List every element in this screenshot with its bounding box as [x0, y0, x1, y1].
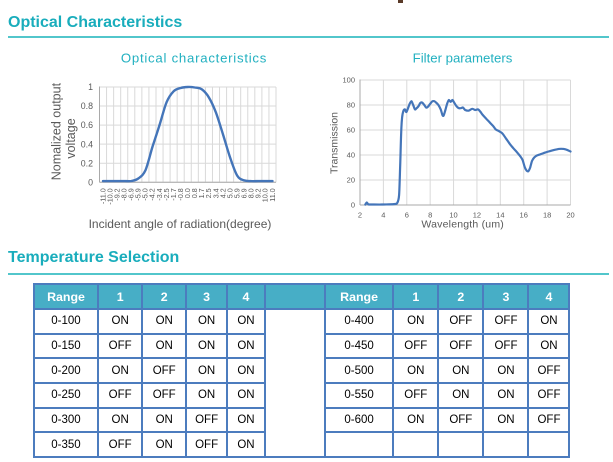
svg-text:1: 1: [88, 82, 93, 92]
svg-text:2.5: 2.5: [204, 188, 213, 198]
svg-text:40: 40: [347, 151, 355, 160]
svg-text:-5.9: -5.9: [134, 188, 143, 200]
svg-text:-10.0: -10.0: [105, 188, 114, 204]
svg-text:8.0: 8.0: [247, 188, 256, 198]
svg-text:0.4: 0.4: [81, 139, 93, 149]
svg-text:0: 0: [88, 177, 93, 187]
svg-text:12: 12: [473, 211, 481, 220]
svg-text:-9.2: -9.2: [112, 188, 121, 200]
svg-text:0.8: 0.8: [81, 101, 93, 111]
svg-text:11.0: 11.0: [268, 188, 277, 201]
svg-text:14: 14: [496, 211, 504, 220]
svg-text:-5.0: -5.0: [141, 188, 150, 200]
svg-text:Incident angle of radiation(de: Incident angle of radiation(degree): [89, 217, 272, 231]
svg-text:8: 8: [428, 211, 432, 220]
svg-text:9.2: 9.2: [254, 188, 263, 198]
svg-text:0.2: 0.2: [81, 158, 93, 168]
svg-text:6.9: 6.9: [240, 188, 249, 198]
svg-text:5.0: 5.0: [225, 188, 234, 198]
svg-text:0: 0: [351, 201, 355, 210]
svg-text:Transmission: Transmission: [329, 112, 341, 174]
svg-text:20: 20: [566, 211, 574, 220]
svg-text:0.0: 0.0: [183, 188, 192, 198]
svg-text:18: 18: [543, 211, 551, 220]
svg-text:-3.4: -3.4: [155, 188, 164, 200]
svg-text:Nomalized output: Nomalized output: [50, 82, 64, 180]
svg-text:Wavelength (um): Wavelength (um): [421, 218, 504, 230]
svg-text:5.9: 5.9: [232, 188, 241, 198]
svg-text:Filter parameters: Filter parameters: [413, 51, 513, 66]
svg-text:3.4: 3.4: [211, 188, 220, 198]
svg-text:10.0: 10.0: [261, 188, 270, 202]
svg-text:voltage: voltage: [64, 118, 78, 158]
svg-text:2: 2: [358, 211, 362, 220]
svg-text:16: 16: [520, 211, 528, 220]
svg-text:-1.7: -1.7: [169, 188, 178, 200]
svg-text:10: 10: [449, 211, 457, 220]
svg-text:0.6: 0.6: [81, 120, 93, 130]
svg-text:Optical characteristics: Optical characteristics: [121, 51, 267, 66]
svg-text:4: 4: [381, 211, 385, 220]
svg-text:0.8: 0.8: [190, 188, 199, 198]
svg-text:80: 80: [347, 101, 355, 110]
svg-text:-8.0: -8.0: [120, 188, 129, 200]
svg-text:60: 60: [347, 126, 355, 135]
svg-text:-4.2: -4.2: [148, 188, 157, 200]
svg-text:1.7: 1.7: [197, 188, 206, 198]
svg-text:4.2: 4.2: [218, 188, 227, 198]
svg-text:6: 6: [405, 211, 409, 220]
svg-text:100: 100: [342, 76, 355, 85]
svg-text:20: 20: [347, 176, 355, 185]
svg-text:-11.0: -11.0: [98, 188, 107, 204]
svg-text:-2.5: -2.5: [162, 188, 171, 200]
svg-text:-6.9: -6.9: [127, 188, 136, 200]
svg-text:-0.8: -0.8: [176, 188, 185, 200]
